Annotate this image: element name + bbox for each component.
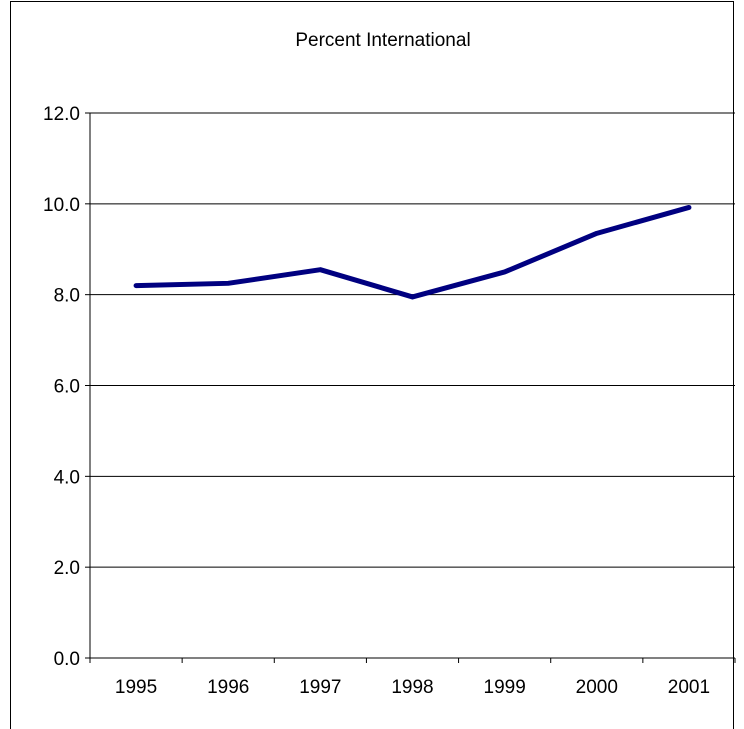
chart-title: Percent International xyxy=(295,30,470,51)
y-tick-label: 4.0 xyxy=(54,467,80,488)
y-tick-label: 6.0 xyxy=(54,377,80,398)
x-tick-label: 2001 xyxy=(668,677,710,698)
series-line xyxy=(133,204,692,300)
y-tick-label: 0.0 xyxy=(54,649,80,670)
gridlines xyxy=(90,112,735,568)
y-tick-label: 8.0 xyxy=(54,286,80,307)
x-tick-label: 1997 xyxy=(299,677,341,698)
y-tick-label: 10.0 xyxy=(43,195,80,216)
x-tick-label: 1995 xyxy=(115,677,157,698)
y-tick-label: 2.0 xyxy=(54,558,80,579)
y-tick-label: 12.0 xyxy=(43,104,80,125)
x-tick-label: 1999 xyxy=(484,677,526,698)
chart-frame xyxy=(10,1,734,729)
x-tick-label: 1996 xyxy=(207,677,249,698)
x-tick-label: 2000 xyxy=(576,677,618,698)
axes xyxy=(85,112,736,663)
x-tick-label: 1998 xyxy=(391,677,433,698)
tick-labels: 0.0 2.0 4.0 6.0 8.0 10.0 12.0 1995 1996 1997 1998 1… xyxy=(43,104,710,698)
series-layer xyxy=(133,204,692,300)
